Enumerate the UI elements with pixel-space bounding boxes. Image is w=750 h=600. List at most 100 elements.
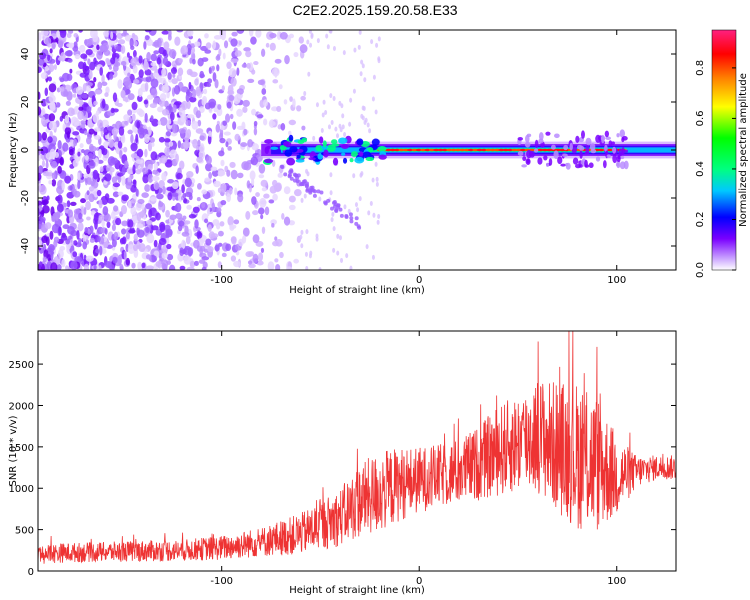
spectrogram-cell <box>259 197 267 208</box>
spectrogram-cell <box>130 133 134 144</box>
spectrogram-cell <box>185 119 192 127</box>
spectrogram-cell <box>159 77 167 84</box>
spectrogram-cell <box>168 264 176 270</box>
spectrogram-cell <box>144 34 150 41</box>
spectrogram-cell <box>111 224 116 232</box>
spectrogram-cell <box>195 128 204 134</box>
spectrogram-cell <box>242 99 250 107</box>
spectrogram-cell <box>584 164 590 168</box>
spectrogram-cell <box>193 239 200 249</box>
spectrogram-cell <box>86 136 92 145</box>
spectrogram-cell <box>192 206 200 214</box>
spectrogram-cell <box>183 197 188 204</box>
spectrogram-cell <box>137 95 143 103</box>
spectrogram-cell <box>80 198 87 204</box>
spectrogram-cell <box>174 101 182 106</box>
spectrogram-cell <box>226 169 231 177</box>
spectrogram-cell <box>283 99 288 105</box>
spectrogram-cell <box>47 76 52 82</box>
spectrogram-cell <box>177 224 183 232</box>
spectrogram-cell <box>62 142 69 152</box>
spectrogram-cell <box>80 53 88 59</box>
spectrogram-cell <box>152 169 159 175</box>
spectrogram-cell <box>119 265 124 270</box>
spectrogram-cell <box>248 30 254 37</box>
spectrogram-cell <box>263 99 268 107</box>
spectrogram-cell <box>145 76 152 83</box>
spectrogram-cell <box>104 92 109 98</box>
spectrogram-cell <box>356 138 364 146</box>
spectrogram-cell <box>315 236 319 242</box>
spectrogram-cell <box>348 212 353 217</box>
spectrogram-cell <box>216 53 220 60</box>
spectrogram-cell <box>85 200 91 211</box>
spectrogram-cell <box>336 250 340 256</box>
spectrogram-cell <box>308 253 312 259</box>
spectrogram-cell <box>334 209 339 214</box>
spectrogram-cell <box>46 195 50 201</box>
spectrogram-cell <box>204 177 211 182</box>
spectrogram-cell <box>197 231 203 239</box>
spectrogram-cell <box>59 77 65 83</box>
spectrogram-cell <box>95 248 100 254</box>
spectrogram-cell <box>131 101 138 111</box>
spectrogram-cell <box>238 238 244 247</box>
spectrogram-cell <box>236 88 244 95</box>
spectrogram-y-tick-label: 20 <box>20 96 31 109</box>
spectrogram-cell <box>135 168 142 175</box>
spectrogram-cell <box>529 150 535 158</box>
spectrogram-cell <box>219 221 225 227</box>
spectrogram-cell <box>248 251 255 257</box>
spectrogram-cell <box>128 229 136 234</box>
spectrogram-cell <box>48 94 56 103</box>
spectrogram-cell <box>201 256 210 261</box>
spectrogram-cell <box>121 228 127 235</box>
spectrogram-cell <box>39 52 47 60</box>
spectrogram-cell <box>272 240 279 247</box>
colorbar-tick-label: 0.2 <box>695 212 706 228</box>
spectrogram-cell <box>260 179 268 187</box>
spectrogram-cell <box>253 120 258 127</box>
spectrogram-cell <box>120 45 126 54</box>
spectrogram-cell <box>167 119 172 125</box>
spectrogram-cell <box>214 79 219 89</box>
spectrogram-cell <box>279 31 288 40</box>
spectrogram-cell <box>106 221 111 229</box>
spectrogram-cell <box>146 233 155 244</box>
chart-title: C2E2.2025.159.20.58.E33 <box>292 2 458 18</box>
spectrogram-cell <box>267 261 275 270</box>
spectrogram-cell <box>520 148 527 152</box>
spectrogram-cell <box>247 260 253 265</box>
spectrogram-cell <box>159 155 168 164</box>
spectrogram-cell <box>237 193 244 203</box>
spectrogram-cell <box>99 166 104 173</box>
spectrogram-cell <box>338 123 342 129</box>
spectrogram-cell <box>306 171 310 177</box>
spectrogram-cell <box>89 61 96 71</box>
spectrogram-cell <box>121 166 126 176</box>
spectrogram-cell <box>325 33 329 39</box>
spectrogram-cell <box>276 30 282 40</box>
spectrogram-cell <box>371 177 375 183</box>
spectrogram-cell <box>604 130 610 138</box>
spectrogram-cell <box>171 78 178 85</box>
spectrogram-cell <box>203 88 208 95</box>
spectrogram-cell <box>252 253 259 263</box>
snr-x-axis-label: Height of straight line (km) <box>289 585 425 596</box>
spectrogram-cell <box>94 219 98 230</box>
spectrogram-cell <box>319 190 324 195</box>
spectrogram-cell <box>272 79 279 84</box>
spectrogram-cell <box>209 101 216 109</box>
spectrogram-cell <box>198 259 206 264</box>
spectrogram-cell <box>333 202 338 207</box>
spectrogram-cell <box>368 128 372 134</box>
spectrogram-cell <box>55 30 61 40</box>
spectrogram-cell <box>283 172 288 177</box>
spectrogram-cell <box>329 30 333 34</box>
spectrogram-cell <box>336 233 340 239</box>
spectrogram-cell <box>249 170 256 181</box>
spectrogram-cell <box>203 248 209 253</box>
spectrogram-cell <box>210 233 219 238</box>
spectrogram-cell <box>176 30 184 33</box>
